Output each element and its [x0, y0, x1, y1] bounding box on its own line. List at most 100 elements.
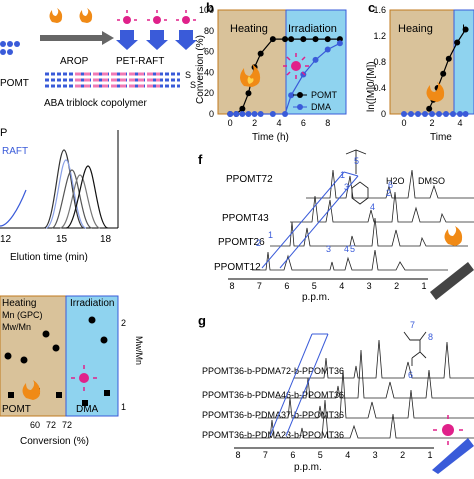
product-label: ABA triblock copolymer — [44, 98, 147, 109]
panel-c-point — [429, 111, 435, 117]
g-guide-2 — [285, 333, 329, 437]
g-xticks-tick: 6 — [290, 450, 295, 460]
panel-gpc: P RAFT 12 15 18 Elution time (min) — [0, 127, 119, 263]
panel-b-ytick: 100 — [199, 5, 214, 15]
light-icon — [71, 365, 97, 391]
g-direction-arrow — [432, 438, 474, 474]
panel-b-point — [257, 50, 264, 57]
f-xticks-tick: 5 — [312, 281, 317, 291]
f-peak-numbers: 1 2 3 4 5 2 1 3 4 5 6 — [256, 156, 393, 254]
g-xlabel: p.p.m. — [294, 462, 322, 473]
panel-b-point — [239, 111, 246, 117]
gpc-p-label: P — [0, 127, 7, 139]
f-peak-2: 2 — [386, 188, 391, 198]
f-xticks-tick: 6 — [284, 281, 289, 291]
panel-b: b Heating Irradiation Conversion (%) Tim… — [195, 0, 347, 143]
panel-a-schematic: AROP PET-RAFT S S ABA triblock copolyme — [0, 8, 197, 109]
panel-c-point — [422, 111, 428, 117]
flame-icon — [426, 82, 445, 102]
f-peak-8: 3 — [326, 244, 331, 254]
gpc-raft-label: RAFT — [2, 146, 28, 157]
panel-c-xlabel: Time — [430, 132, 452, 143]
panel-b-point — [288, 92, 295, 99]
panel-c-point — [450, 111, 456, 117]
panel-b-point — [239, 105, 246, 112]
panel-b-ytick: 0 — [209, 109, 214, 119]
panel-b-ytick: 40 — [204, 67, 214, 77]
arop-arrowhead — [102, 31, 114, 45]
f-peak-3: 3 — [344, 182, 349, 192]
panel-c-point — [440, 70, 447, 77]
f-xlabel: p.p.m. — [302, 292, 330, 303]
flame-icon — [49, 8, 93, 23]
panel-b-point — [324, 36, 331, 43]
panel-e-mw-label: Mw/Mn — [2, 322, 31, 332]
panel-c-xtick: 2 — [429, 118, 434, 128]
panel-c-ytick: 1.2 — [373, 31, 386, 41]
arop-label: AROP — [60, 56, 89, 67]
f-h2o: H2O — [386, 176, 405, 186]
g-label-72: PPOMT36-b-PDMA72-b-PPOMT36 — [202, 366, 344, 376]
panel-e: Heating Irradiation Mn (GPC) Mw/Mn Mw/Mn… — [0, 295, 144, 447]
panel-c-point — [462, 111, 469, 117]
f-peak-6: 2 — [256, 238, 261, 248]
flame-icon — [444, 226, 463, 246]
panel-c-heating-region — [389, 9, 455, 115]
panel-b-xticks: 0 2 4 6 8 — [228, 118, 331, 128]
panel-c-ytick: 0 — [381, 109, 386, 119]
e-xtick-0: 60 — [30, 420, 40, 430]
panel-b-point — [324, 46, 331, 53]
f-structure — [345, 149, 369, 205]
g-label-46: PPOMT36-b-PDMA46-b-PPOMT36 — [202, 390, 344, 400]
flame-icon — [240, 64, 261, 87]
panel-b-xlabel: Time (h) — [252, 132, 289, 143]
s-label: S — [185, 70, 191, 80]
f-peak-7: 1 — [268, 230, 273, 240]
f-peak-5: 5 — [354, 156, 359, 166]
f-xticks-tick: 1 — [421, 281, 426, 291]
g-peak-8: 8 — [428, 332, 433, 342]
panel-b-irradiation-label: Irradiation — [288, 23, 337, 35]
panel-c-xtick: 0 — [401, 118, 406, 128]
f-guide-1 — [261, 171, 345, 269]
f-direction-arrow — [430, 262, 474, 300]
panel-c-ylabel: ln([M]0/[M]) — [366, 61, 377, 112]
g-xticks-tick: 8 — [235, 450, 240, 460]
gpc-xtick-12: 12 — [0, 234, 12, 245]
light-source-icon — [117, 10, 196, 24]
g-xticks: 8 7 6 5 4 3 2 1 — [234, 447, 434, 460]
e-xtick-2: 72 — [62, 420, 72, 430]
panel-c-point — [415, 111, 421, 117]
monomer-dots — [0, 41, 20, 55]
panel-b-xtick: 8 — [325, 118, 330, 128]
panel-b-ytick: 60 — [204, 47, 214, 57]
panel-e-mn-label: Mn (GPC) — [2, 310, 43, 320]
panel-c-point — [436, 111, 442, 117]
panel-b-point — [282, 36, 289, 43]
panel-f-letter: f — [198, 152, 203, 167]
g-xticks-tick: 3 — [373, 450, 378, 460]
panel-e-heating-label: Heating — [2, 298, 36, 309]
panel-b-point — [245, 111, 252, 117]
panel-c-point — [454, 39, 461, 46]
panel-b-point — [300, 36, 307, 43]
panel-b-ytick: 20 — [204, 88, 214, 98]
gpc-xtick-18: 18 — [100, 234, 112, 245]
panel-b-point — [312, 56, 319, 63]
panel-b-point — [269, 111, 276, 117]
f-label-12: PPOMT12 — [214, 262, 261, 273]
panel-c-point — [462, 26, 469, 33]
panel-b-legend: POMT DMA — [293, 90, 338, 112]
left-label: POMT — [0, 78, 29, 89]
f-xticks-tick: 3 — [367, 281, 372, 291]
f-xticks-tick: 8 — [229, 281, 234, 291]
panel-e-dma-label: DMA — [76, 404, 99, 415]
flame-icon — [22, 380, 41, 400]
panel-b-point — [312, 36, 319, 43]
panel-b-xtick: 6 — [301, 118, 306, 128]
g-xticks-tick: 1 — [427, 450, 432, 460]
gpc-xtick-15: 15 — [56, 234, 68, 245]
f-spectra — [252, 169, 474, 271]
panel-b-xtick: 2 — [252, 118, 257, 128]
